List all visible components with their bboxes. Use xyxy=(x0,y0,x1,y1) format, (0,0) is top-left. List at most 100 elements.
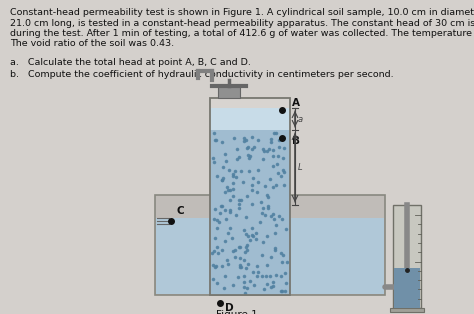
Point xyxy=(275,137,283,142)
Text: D: D xyxy=(225,303,234,313)
Point xyxy=(233,156,240,161)
Point xyxy=(267,214,275,219)
Point xyxy=(269,164,276,169)
Point xyxy=(218,139,226,144)
Point xyxy=(232,212,240,217)
Point xyxy=(229,174,237,179)
Point xyxy=(236,154,243,160)
Point xyxy=(249,269,257,274)
Point xyxy=(254,137,261,142)
Point xyxy=(254,273,261,279)
Point xyxy=(216,210,224,215)
Point xyxy=(246,279,254,284)
Point xyxy=(261,184,269,189)
Point xyxy=(219,164,227,169)
Point xyxy=(241,290,248,295)
Point xyxy=(223,257,231,262)
Point xyxy=(239,180,247,185)
Point xyxy=(252,231,259,236)
Point xyxy=(235,244,243,249)
Point xyxy=(252,236,259,241)
Point xyxy=(267,285,274,290)
Bar xyxy=(155,195,385,295)
Point xyxy=(264,205,272,210)
Point xyxy=(213,217,220,222)
Point xyxy=(243,247,251,252)
Point xyxy=(241,139,248,144)
Point xyxy=(259,147,267,152)
Text: a: a xyxy=(298,115,303,123)
Point xyxy=(215,220,223,225)
Text: L: L xyxy=(298,163,302,171)
Point xyxy=(274,153,282,158)
Point xyxy=(280,182,288,187)
Point xyxy=(237,264,244,269)
Point xyxy=(244,261,251,266)
Point xyxy=(277,251,285,256)
Text: Constant-head permeability test is shown in Figure 1. A cylindrical soil sample,: Constant-head permeability test is shown… xyxy=(10,8,474,17)
Text: during the test. After 1 min of testing, a total of 412.6 g of water was collect: during the test. After 1 min of testing,… xyxy=(10,29,474,38)
Point xyxy=(213,225,221,230)
Point xyxy=(232,247,239,252)
Text: a.   Calculate the total head at point A, B, C and D.: a. Calculate the total head at point A, … xyxy=(10,58,251,67)
Point xyxy=(243,232,250,237)
Point xyxy=(214,244,221,249)
Point xyxy=(248,134,255,139)
Point xyxy=(226,225,233,230)
Point xyxy=(263,234,271,239)
Point xyxy=(264,195,272,200)
Point xyxy=(267,137,275,142)
Point xyxy=(237,256,244,261)
Point xyxy=(279,260,286,265)
Point xyxy=(209,155,217,160)
Point xyxy=(280,145,287,150)
Point xyxy=(278,289,286,294)
Point xyxy=(224,261,232,266)
Point xyxy=(230,136,237,141)
Text: C: C xyxy=(177,206,185,216)
Point xyxy=(210,160,218,165)
Point xyxy=(224,231,231,236)
Point xyxy=(270,185,277,190)
Point xyxy=(209,262,216,267)
Point xyxy=(246,238,254,243)
Point xyxy=(273,131,280,136)
Point xyxy=(219,204,226,209)
Point xyxy=(218,177,226,182)
Point xyxy=(273,161,281,166)
Point xyxy=(236,245,244,250)
Point xyxy=(260,286,267,291)
Point xyxy=(240,279,247,284)
Point xyxy=(245,153,252,158)
Point xyxy=(221,238,228,243)
Point xyxy=(276,144,283,149)
Point xyxy=(229,180,237,185)
Point xyxy=(277,136,285,141)
Point xyxy=(213,280,221,285)
Point xyxy=(245,155,253,160)
Point xyxy=(240,273,248,279)
Point xyxy=(269,279,276,284)
Point xyxy=(259,205,267,210)
Bar xyxy=(390,308,424,312)
Point xyxy=(218,263,226,268)
Point xyxy=(255,270,262,275)
Text: A: A xyxy=(292,98,300,108)
Point xyxy=(253,189,261,194)
Text: 21.0 cm long, is tested in a constant-head permeability apparatus. The constant : 21.0 cm long, is tested in a constant-he… xyxy=(10,19,474,28)
Point xyxy=(250,144,257,149)
Point xyxy=(241,257,248,262)
Point xyxy=(260,148,268,153)
Point xyxy=(271,248,279,253)
Text: The void ratio of the soil was 0.43.: The void ratio of the soil was 0.43. xyxy=(10,40,174,48)
Point xyxy=(214,174,221,179)
Point xyxy=(211,206,219,211)
Point xyxy=(278,217,286,222)
Text: B: B xyxy=(292,136,300,146)
Point xyxy=(211,264,219,269)
Point xyxy=(274,171,282,176)
Point xyxy=(236,263,244,268)
Point xyxy=(243,266,250,271)
Point xyxy=(263,149,270,154)
Point xyxy=(263,282,271,287)
